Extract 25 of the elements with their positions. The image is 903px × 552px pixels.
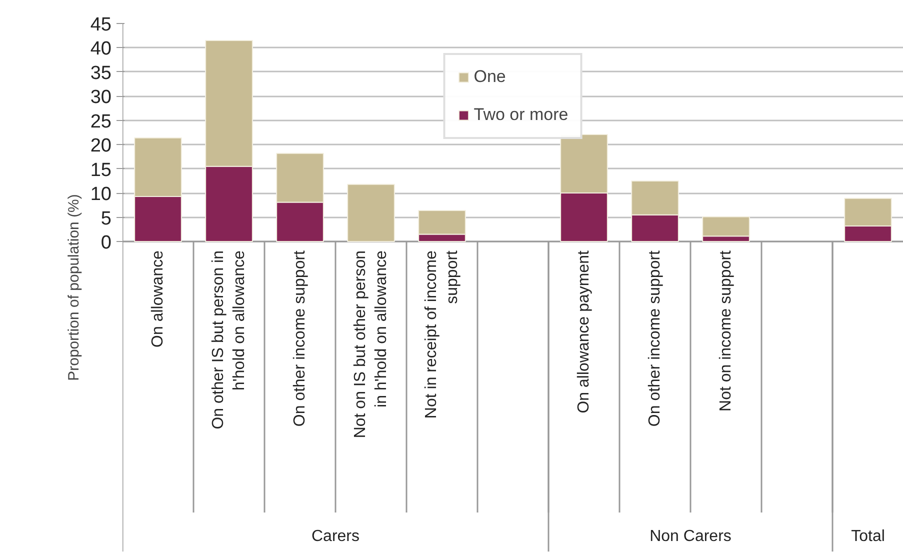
text: Carers [311,528,360,545]
y-tick-label: 30 [90,87,112,108]
y-tick-label: 15 [90,160,112,181]
x-tick-label: Not on IS but other person in h'hold on allowance [352,250,390,438]
x-tick-label: On other IS but person in h'hold on allowance [210,250,248,430]
y-tick-label: 35 [90,62,112,84]
y-tick-label: 10 [90,184,112,206]
text: Non Carers [650,528,732,545]
y-tick-label: 20 [90,136,112,157]
y-tick-label: 0 [100,232,112,254]
y-tick-label: 25 [90,111,112,132]
y-axis-title: Proportion of population (%) [65,194,82,381]
x-tick-label: On other income support [292,250,308,427]
x-tick-label: On allowance payment [576,250,592,414]
legend-label: Two or more [474,105,568,125]
x-tick-label: On allowance [150,250,166,348]
bar [347,184,395,242]
y-tick-label: 40 [90,38,112,60]
legend-label: One [474,67,506,87]
x-tick-label: On other income support [646,250,664,427]
y-tick-label: 45 [90,14,112,36]
x-tick-label: Not in receipt of income support [422,250,462,419]
x-tick-label: Not on income support [718,250,734,412]
y-tick-label: 5 [100,208,112,230]
text: Total [851,528,885,545]
